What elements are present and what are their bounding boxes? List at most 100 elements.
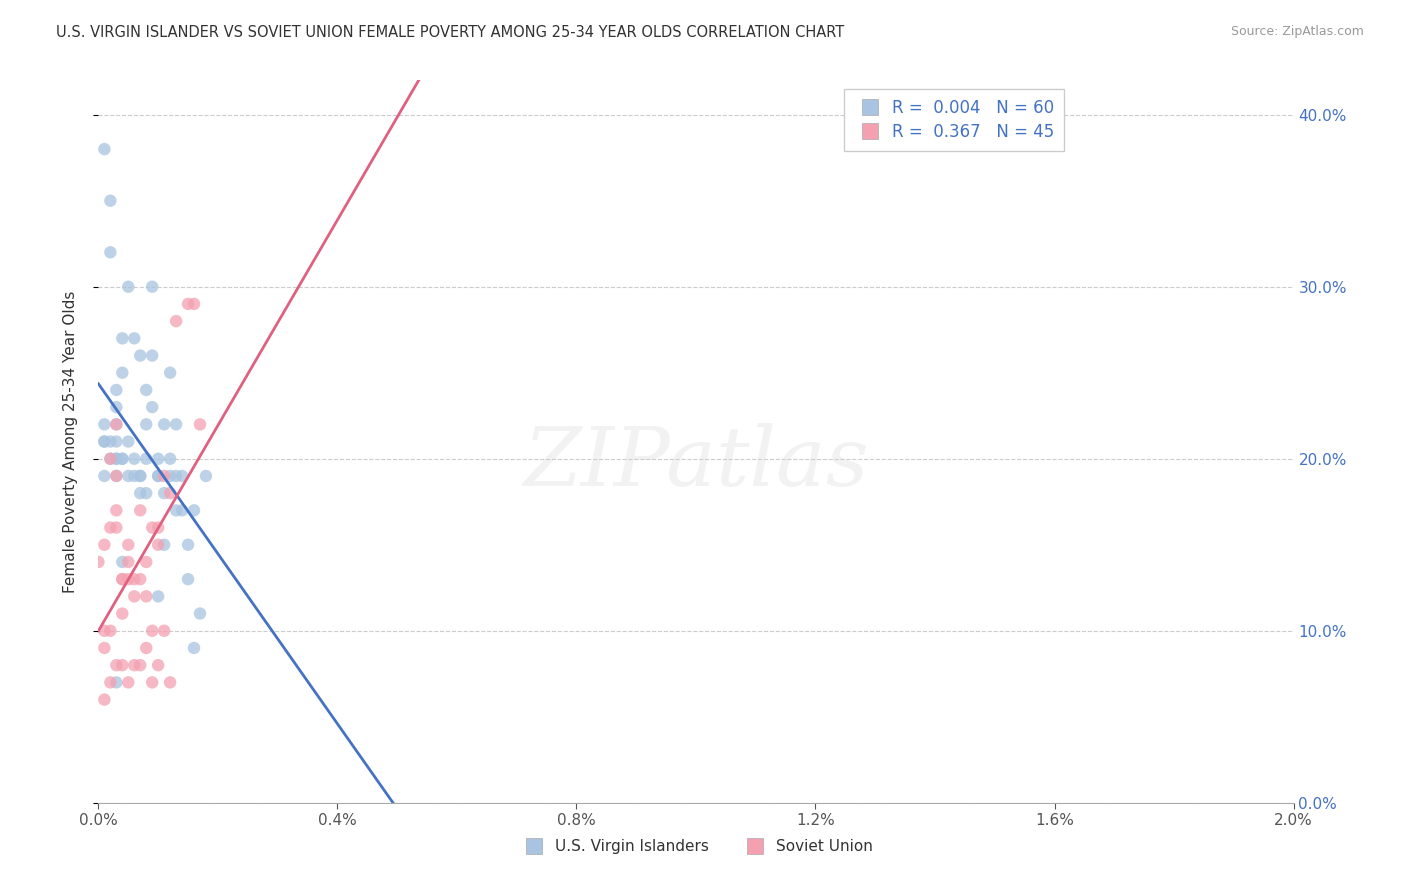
Point <box>135 383 157 397</box>
Point <box>105 469 128 483</box>
Point <box>141 520 163 534</box>
Point <box>93 434 115 449</box>
Point <box>93 142 115 156</box>
Point <box>124 469 146 483</box>
Point <box>165 503 187 517</box>
Point <box>159 469 181 483</box>
Text: Source: ZipAtlas.com: Source: ZipAtlas.com <box>1230 25 1364 38</box>
Text: U.S. VIRGIN ISLANDER VS SOVIET UNION FEMALE POVERTY AMONG 25-34 YEAR OLDS CORREL: U.S. VIRGIN ISLANDER VS SOVIET UNION FEM… <box>56 25 845 40</box>
Point <box>98 520 122 534</box>
Point <box>135 451 157 466</box>
Point <box>111 607 134 621</box>
Point <box>165 469 187 483</box>
Point <box>111 555 134 569</box>
Point <box>153 624 176 638</box>
Point <box>105 675 128 690</box>
Point <box>141 349 163 363</box>
Point <box>117 538 139 552</box>
Point <box>117 675 139 690</box>
Point <box>165 417 187 432</box>
Point <box>135 417 157 432</box>
Point <box>124 331 146 345</box>
Point <box>188 417 211 432</box>
Point <box>129 469 152 483</box>
Point <box>98 434 122 449</box>
Point <box>93 434 115 449</box>
Point <box>129 349 152 363</box>
Y-axis label: Female Poverty Among 25-34 Year Olds: Female Poverty Among 25-34 Year Olds <box>63 291 77 592</box>
Point <box>93 469 115 483</box>
Point <box>159 366 181 380</box>
Point <box>105 383 128 397</box>
Point <box>87 555 110 569</box>
Point <box>124 658 146 673</box>
Point <box>124 451 146 466</box>
Point <box>93 640 115 655</box>
Point <box>135 486 157 500</box>
Point <box>153 469 176 483</box>
Point <box>183 503 205 517</box>
Point <box>135 555 157 569</box>
Text: ZIPatlas: ZIPatlas <box>523 423 869 503</box>
Point <box>124 572 146 586</box>
Point <box>188 607 211 621</box>
Point <box>93 692 115 706</box>
Point <box>105 417 128 432</box>
Point <box>183 297 205 311</box>
Point <box>105 503 128 517</box>
Point <box>98 675 122 690</box>
Point <box>148 590 170 604</box>
Point <box>129 486 152 500</box>
Point <box>177 297 200 311</box>
Point <box>98 194 122 208</box>
Point <box>159 675 181 690</box>
Point <box>117 555 139 569</box>
Point <box>105 400 128 414</box>
Point <box>111 451 134 466</box>
Point <box>105 469 128 483</box>
Point <box>135 640 157 655</box>
Point <box>159 451 181 466</box>
Point <box>148 469 170 483</box>
Point <box>98 245 122 260</box>
Point <box>111 331 134 345</box>
Point <box>172 503 194 517</box>
Point <box>195 469 218 483</box>
Point <box>183 640 205 655</box>
Point <box>165 314 187 328</box>
Legend: U.S. Virgin Islanders, Soviet Union: U.S. Virgin Islanders, Soviet Union <box>513 833 879 860</box>
Point <box>117 434 139 449</box>
Point <box>111 572 134 586</box>
Point <box>129 658 152 673</box>
Point <box>177 538 200 552</box>
Point <box>148 538 170 552</box>
Point <box>141 624 163 638</box>
Point <box>153 417 176 432</box>
Point <box>105 417 128 432</box>
Point <box>141 400 163 414</box>
Point <box>117 469 139 483</box>
Point <box>111 366 134 380</box>
Point <box>105 658 128 673</box>
Point <box>117 572 139 586</box>
Point <box>141 279 163 293</box>
Point <box>117 279 139 293</box>
Point <box>105 434 128 449</box>
Point <box>111 451 134 466</box>
Point <box>153 538 176 552</box>
Point <box>153 486 176 500</box>
Point <box>148 658 170 673</box>
Point <box>129 469 152 483</box>
Point <box>172 469 194 483</box>
Point <box>148 520 170 534</box>
Point <box>148 451 170 466</box>
Point <box>148 469 170 483</box>
Point <box>135 590 157 604</box>
Point <box>98 451 122 466</box>
Point <box>105 451 128 466</box>
Point <box>98 451 122 466</box>
Point <box>129 572 152 586</box>
Point <box>93 624 115 638</box>
Point <box>98 624 122 638</box>
Point <box>124 590 146 604</box>
